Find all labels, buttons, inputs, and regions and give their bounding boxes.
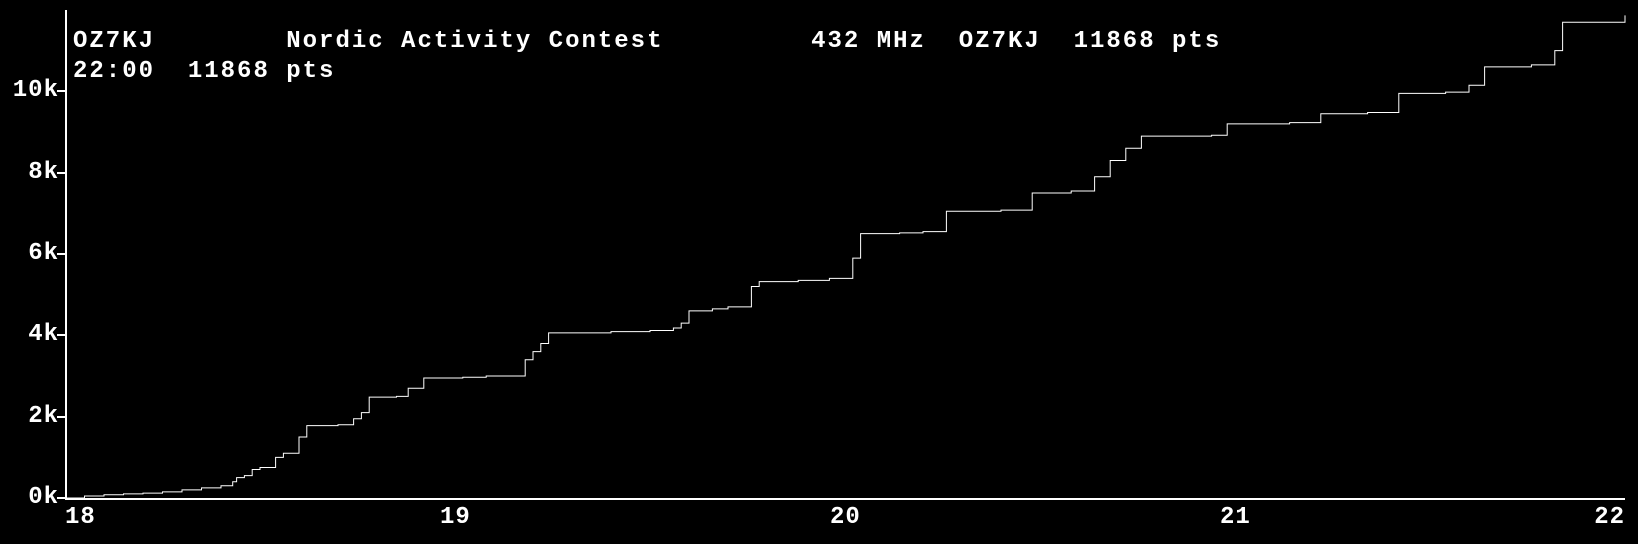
step-plot <box>0 0 1638 544</box>
step-line <box>65 15 1625 498</box>
chart-container: OZ7KJ Nordic Activity Contest 432 MHz OZ… <box>0 0 1638 544</box>
